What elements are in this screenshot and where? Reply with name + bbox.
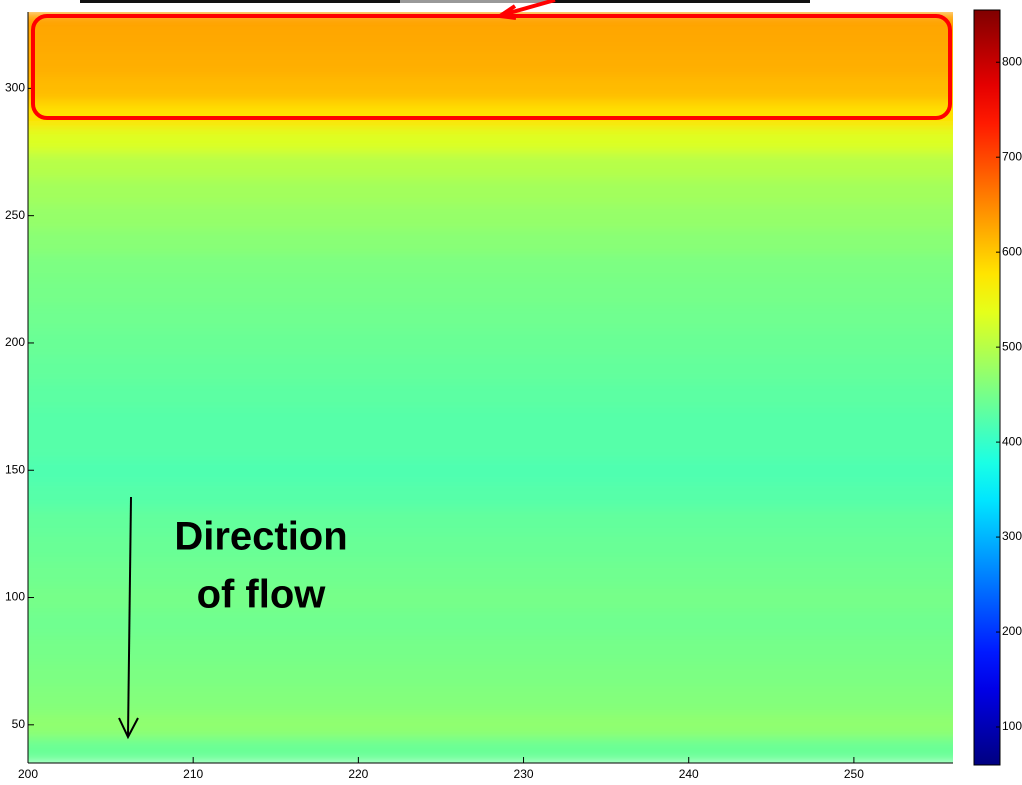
heatmap-cell — [28, 176, 953, 203]
heatmap-cell — [28, 126, 953, 153]
photo-strip-light — [400, 0, 550, 3]
heatmap — [28, 11, 953, 764]
heatmap-cell — [28, 304, 953, 331]
heatmap-cell — [28, 737, 953, 764]
heatmap-cell — [28, 711, 953, 738]
x-tick-label: 230 — [514, 767, 534, 781]
heatmap-cell — [28, 151, 953, 178]
x-tick-label: 210 — [183, 767, 203, 781]
y-tick-label: 100 — [5, 590, 25, 604]
colorbar-tick-label: 300 — [1002, 529, 1022, 543]
heatmap-cell — [28, 202, 953, 229]
chart: 200 210 220 230 240 250 50 100 150 200 250 300 100 20… — [0, 0, 1022, 785]
heatmap-cell — [28, 660, 953, 687]
heatmap-cell — [28, 227, 953, 254]
colorbar-tick-label: 100 — [1002, 719, 1022, 733]
heatmap-cell — [28, 457, 953, 484]
heatmap-cell — [28, 24, 953, 51]
heatmap-cell — [28, 329, 953, 356]
heatmap-cell — [28, 49, 953, 76]
heatmap-cell — [28, 355, 953, 382]
y-tick-label: 300 — [5, 81, 25, 95]
heatmap-cell — [28, 431, 953, 458]
annotation: of flow — [197, 573, 327, 617]
x-tick-label: 240 — [679, 767, 699, 781]
heatmap-cell — [28, 278, 953, 305]
colorbar-tick-label: 700 — [1002, 149, 1022, 163]
x-tick-label: 200 — [18, 767, 38, 781]
heatmap-cell — [28, 686, 953, 713]
heatmap-cell — [28, 11, 953, 26]
heatmap-cell — [28, 406, 953, 433]
colorbar-tick-label: 400 — [1002, 434, 1022, 448]
heatmap-cell — [28, 75, 953, 102]
heatmap-cell — [28, 507, 953, 534]
y-tick-label: 150 — [5, 462, 25, 476]
heatmap-cell — [28, 558, 953, 585]
heatmap-cell — [28, 635, 953, 662]
colorbar-tick-label: 500 — [1002, 339, 1022, 353]
heatmap-cell — [28, 380, 953, 407]
heatmap-cells — [28, 11, 953, 764]
heatmap-cell — [28, 609, 953, 636]
y-tick-label: 250 — [5, 208, 25, 222]
heatmap-cell — [28, 253, 953, 280]
colorbar-tick-label: 200 — [1002, 624, 1022, 638]
heatmap-cell — [28, 100, 953, 127]
heatmap-cell — [28, 482, 953, 509]
annotation: Direction — [174, 515, 347, 559]
heatmap-cell — [28, 584, 953, 611]
colorbar — [974, 10, 1000, 765]
y-tick-label: 200 — [5, 335, 25, 349]
heatmap-cell — [28, 533, 953, 560]
colorbar-tick-label: 600 — [1002, 244, 1022, 258]
colorbar-tick-label: 800 — [1002, 54, 1022, 68]
x-tick-label: 220 — [348, 767, 368, 781]
y-tick-label: 50 — [12, 717, 26, 731]
x-tick-label: 250 — [844, 767, 864, 781]
